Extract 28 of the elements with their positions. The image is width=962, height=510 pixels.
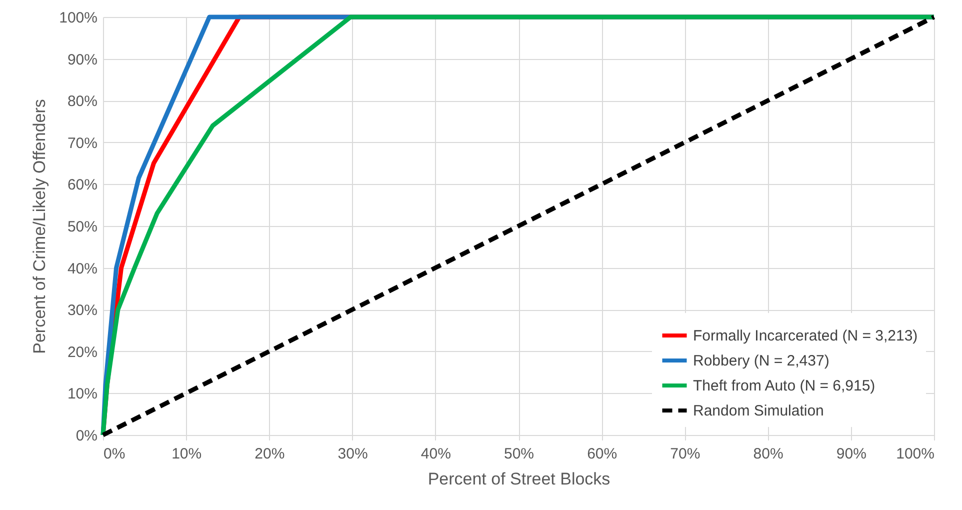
- x-tick-label: 70%: [670, 446, 700, 462]
- legend-label: Formally Incarcerated (N = 3,213): [693, 328, 918, 344]
- x-tick-label: 90%: [836, 446, 866, 462]
- x-tick-label: 30%: [338, 446, 368, 462]
- x-tick-label: 100%: [896, 446, 934, 462]
- legend-label: Random Simulation: [693, 402, 824, 420]
- y-tick-label: 90%: [67, 51, 98, 68]
- y-tick-label: 10%: [67, 386, 98, 403]
- y-tick-label: 40%: [67, 260, 98, 278]
- legend-label: Theft from Auto (N = 6,915): [693, 378, 876, 394]
- y-tick-label: 60%: [67, 176, 98, 194]
- x-axis-title: Percent of Street Blocks: [428, 470, 610, 488]
- y-tick-label: 80%: [67, 93, 98, 110]
- x-tick-label: 50%: [504, 446, 534, 462]
- legend-label: Robbery (N = 2,437): [693, 352, 830, 370]
- y-tick-label: 20%: [67, 344, 98, 361]
- y-tick-label: 70%: [67, 134, 98, 152]
- y-tick-label: 50%: [67, 218, 98, 236]
- x-tick-label: 0%: [104, 446, 126, 462]
- y-tick-label: 0%: [76, 428, 98, 444]
- y-tick-label: 30%: [67, 302, 98, 320]
- y-axis-title: Percent of Crime/Likely Offenders: [30, 99, 50, 354]
- x-tick-label: 80%: [753, 446, 784, 462]
- x-tick-label: 20%: [254, 446, 285, 462]
- y-tick-label: 100%: [59, 10, 98, 26]
- x-tick-label: 60%: [587, 446, 618, 462]
- x-tick-label: 10%: [172, 446, 202, 462]
- x-tick-label: 40%: [420, 446, 451, 462]
